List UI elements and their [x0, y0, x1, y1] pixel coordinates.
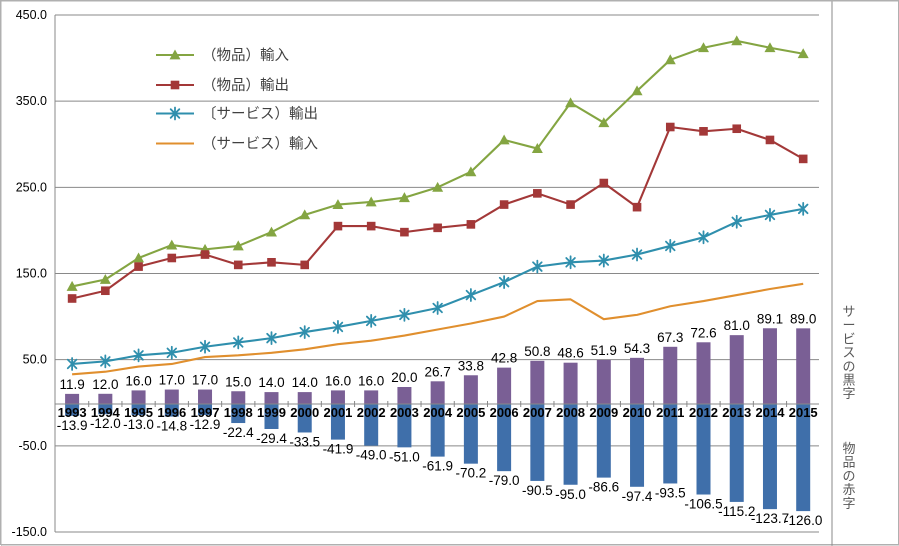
svg-text:54.3: 54.3	[624, 341, 650, 356]
svg-text:-33.5: -33.5	[289, 434, 320, 449]
svg-text:1998: 1998	[224, 405, 253, 420]
svg-text:-50.0: -50.0	[19, 439, 48, 453]
svg-text:-115.2: -115.2	[718, 504, 755, 519]
svg-text:-106.5: -106.5	[684, 497, 722, 512]
svg-text:-150.0: -150.0	[12, 525, 47, 539]
svg-text:14.0: 14.0	[292, 375, 318, 390]
svg-text:89.0: 89.0	[790, 311, 816, 326]
svg-text:-22.4: -22.4	[223, 425, 254, 440]
svg-text:17.0: 17.0	[159, 373, 185, 388]
svg-text:2007: 2007	[523, 405, 552, 420]
svg-text:-51.0: -51.0	[389, 449, 420, 464]
svg-text:51.9: 51.9	[591, 343, 617, 358]
svg-text:〔サービス）輸出: 〔サービス）輸出	[202, 106, 318, 123]
svg-text:-90.5: -90.5	[522, 483, 553, 498]
svg-text:-79.0: -79.0	[489, 473, 520, 488]
svg-text:2005: 2005	[456, 405, 485, 420]
svg-text:-13.0: -13.0	[123, 417, 154, 432]
svg-text:-12.0: -12.0	[90, 416, 121, 431]
svg-text:50.8: 50.8	[524, 344, 550, 359]
svg-text:89.1: 89.1	[757, 311, 783, 326]
svg-text:-95.0: -95.0	[555, 487, 586, 502]
svg-text:字: 字	[842, 386, 855, 401]
svg-text:81.0: 81.0	[724, 318, 750, 333]
svg-text:-70.2: -70.2	[455, 466, 486, 481]
svg-text:-12.9: -12.9	[190, 417, 221, 432]
svg-text:2008: 2008	[556, 405, 585, 420]
svg-text:字: 字	[842, 496, 855, 511]
svg-text:-126.0: -126.0	[784, 513, 822, 528]
svg-text:16.0: 16.0	[325, 373, 351, 388]
svg-text:-13.9: -13.9	[57, 418, 88, 433]
svg-text:2010: 2010	[623, 405, 652, 420]
svg-text:（物品）輸入: （物品）輸入	[202, 47, 289, 64]
svg-text:2003: 2003	[390, 405, 419, 420]
svg-text:-61.9: -61.9	[422, 459, 453, 474]
svg-text:1999: 1999	[257, 405, 286, 420]
svg-text:2002: 2002	[357, 405, 386, 420]
svg-text:42.8: 42.8	[491, 351, 517, 366]
svg-text:2015: 2015	[789, 405, 818, 420]
svg-text:2014: 2014	[756, 405, 786, 420]
svg-text:16.0: 16.0	[358, 373, 384, 388]
svg-text:2013: 2013	[722, 405, 751, 420]
svg-text:16.0: 16.0	[125, 373, 151, 388]
svg-text:-49.0: -49.0	[356, 448, 387, 463]
svg-text:2001: 2001	[323, 405, 352, 420]
svg-text:（物品）輸出: （物品）輸出	[202, 77, 289, 94]
svg-text:450.0: 450.0	[16, 8, 47, 22]
svg-text:26.7: 26.7	[425, 364, 451, 379]
svg-text:-14.8: -14.8	[156, 419, 187, 434]
svg-text:67.3: 67.3	[657, 330, 683, 345]
svg-text:-93.5: -93.5	[655, 485, 686, 500]
svg-text:350.0: 350.0	[16, 94, 47, 108]
svg-text:20.0: 20.0	[391, 370, 417, 385]
svg-text:2009: 2009	[589, 405, 618, 420]
svg-text:15.0: 15.0	[225, 374, 251, 389]
svg-text:12.0: 12.0	[92, 377, 118, 392]
svg-text:-86.6: -86.6	[588, 480, 619, 495]
svg-text:72.6: 72.6	[690, 325, 716, 340]
svg-text:2000: 2000	[290, 405, 319, 420]
svg-text:14.0: 14.0	[258, 375, 284, 390]
svg-text:50.0: 50.0	[23, 353, 47, 367]
svg-text:48.6: 48.6	[557, 346, 583, 361]
svg-text:33.8: 33.8	[458, 358, 484, 373]
svg-text:2012: 2012	[689, 405, 718, 420]
svg-text:2011: 2011	[656, 405, 684, 420]
svg-text:-97.4: -97.4	[622, 489, 653, 504]
svg-text:-29.4: -29.4	[256, 431, 287, 446]
svg-text:17.0: 17.0	[192, 373, 218, 388]
svg-text:150.0: 150.0	[16, 267, 47, 281]
svg-text:-41.9: -41.9	[323, 442, 354, 457]
svg-text:11.9: 11.9	[59, 377, 84, 392]
svg-text:250.0: 250.0	[16, 180, 47, 194]
svg-text:2004: 2004	[423, 405, 453, 420]
svg-text:（サービス）輸入: （サービス）輸入	[202, 136, 318, 153]
svg-text:2006: 2006	[490, 405, 519, 420]
